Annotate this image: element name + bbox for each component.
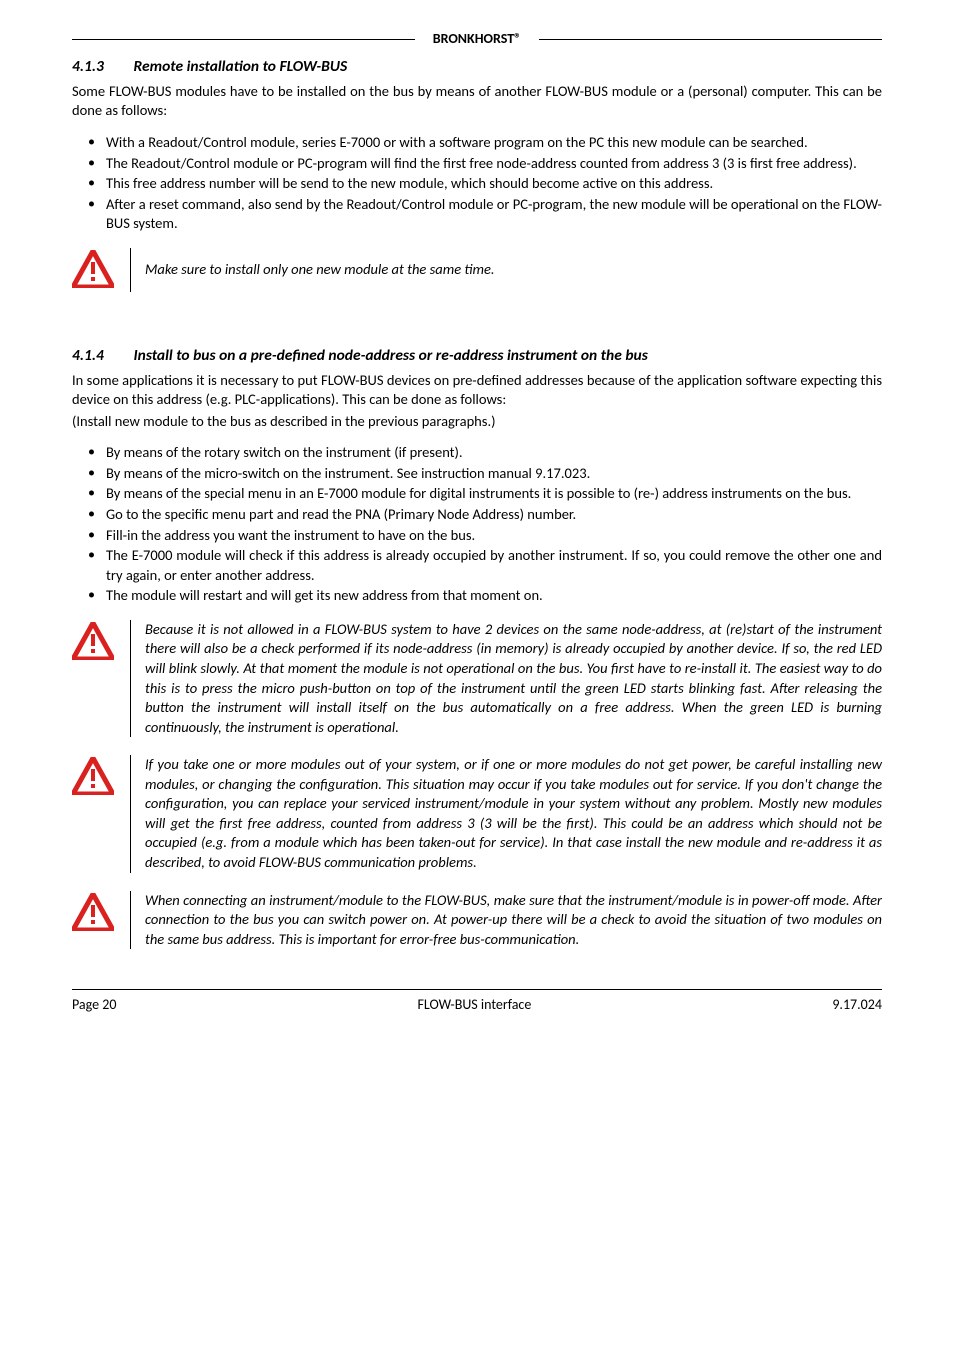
warning-text-1: Make sure to install only one new module… <box>130 248 882 292</box>
section-4-1-4-title: Install to bus on a pre-defined node-add… <box>134 346 648 365</box>
warning-text-3: If you take one or more modules out of y… <box>130 755 882 872</box>
list-item: By means of the micro-switch on the inst… <box>106 464 882 484</box>
header-rule-right <box>539 39 882 40</box>
section-spacer <box>72 310 882 338</box>
section-4-1-4-bullets: By means of the rotary switch on the ins… <box>72 443 882 606</box>
warning-icon <box>72 248 130 288</box>
section-4-1-4-heading: 4.1.4 Install to bus on a pre-defined no… <box>72 346 882 367</box>
warning-block-3: If you take one or more modules out of y… <box>72 755 882 872</box>
section-4-1-3-heading: 4.1.3 Remote installation to FLOW-BUS <box>72 57 882 78</box>
warning-block-1: Make sure to install only one new module… <box>72 248 882 292</box>
warning-icon <box>72 755 130 795</box>
section-4-1-3-intro: Some FLOW-BUS modules have to be install… <box>72 82 882 121</box>
page-header: BRONKHORST® <box>72 30 882 49</box>
warning-block-4: When connecting an instrument/module to … <box>72 891 882 950</box>
warning-text-4: When connecting an instrument/module to … <box>130 891 882 950</box>
section-4-1-3-title: Remote installation to FLOW-BUS <box>134 57 348 76</box>
list-item: Fill-in the address you want the instrum… <box>106 526 882 546</box>
list-item: The E-7000 module will check if this add… <box>106 546 882 585</box>
warning-icon <box>72 620 130 660</box>
list-item: Go to the specific menu part and read th… <box>106 505 882 525</box>
list-item: This free address number will be send to… <box>106 174 882 194</box>
warning-text-2: Because it is not allowed in a FLOW-BUS … <box>130 620 882 737</box>
list-item: By means of the rotary switch on the ins… <box>106 443 882 463</box>
list-item: By means of the special menu in an E-700… <box>106 484 882 504</box>
list-item: After a reset command, also send by the … <box>106 195 882 234</box>
footer-center: FLOW-BUS interface <box>417 996 531 1015</box>
section-4-1-4-intro1: In some applications it is necessary to … <box>72 371 882 410</box>
brand-title: BRONKHORST® <box>415 30 540 49</box>
section-4-1-4-intro2: (Install new module to the bus as descri… <box>72 412 882 432</box>
page-footer: Page 20 FLOW-BUS interface 9.17.024 <box>72 989 882 1015</box>
warning-block-2: Because it is not allowed in a FLOW-BUS … <box>72 620 882 737</box>
section-4-1-4-number: 4.1.4 <box>72 346 130 367</box>
section-4-1-3-bullets: With a Readout/Control module, series E-… <box>72 133 882 234</box>
warning-icon <box>72 891 130 931</box>
section-4-1-3-number: 4.1.3 <box>72 57 130 78</box>
list-item: With a Readout/Control module, series E-… <box>106 133 882 153</box>
list-item: The module will restart and will get its… <box>106 586 882 606</box>
header-rule-left <box>72 39 415 40</box>
footer-right: 9.17.024 <box>832 996 882 1015</box>
list-item: The Readout/Control module or PC-program… <box>106 154 882 174</box>
footer-page: Page 20 <box>72 996 116 1015</box>
